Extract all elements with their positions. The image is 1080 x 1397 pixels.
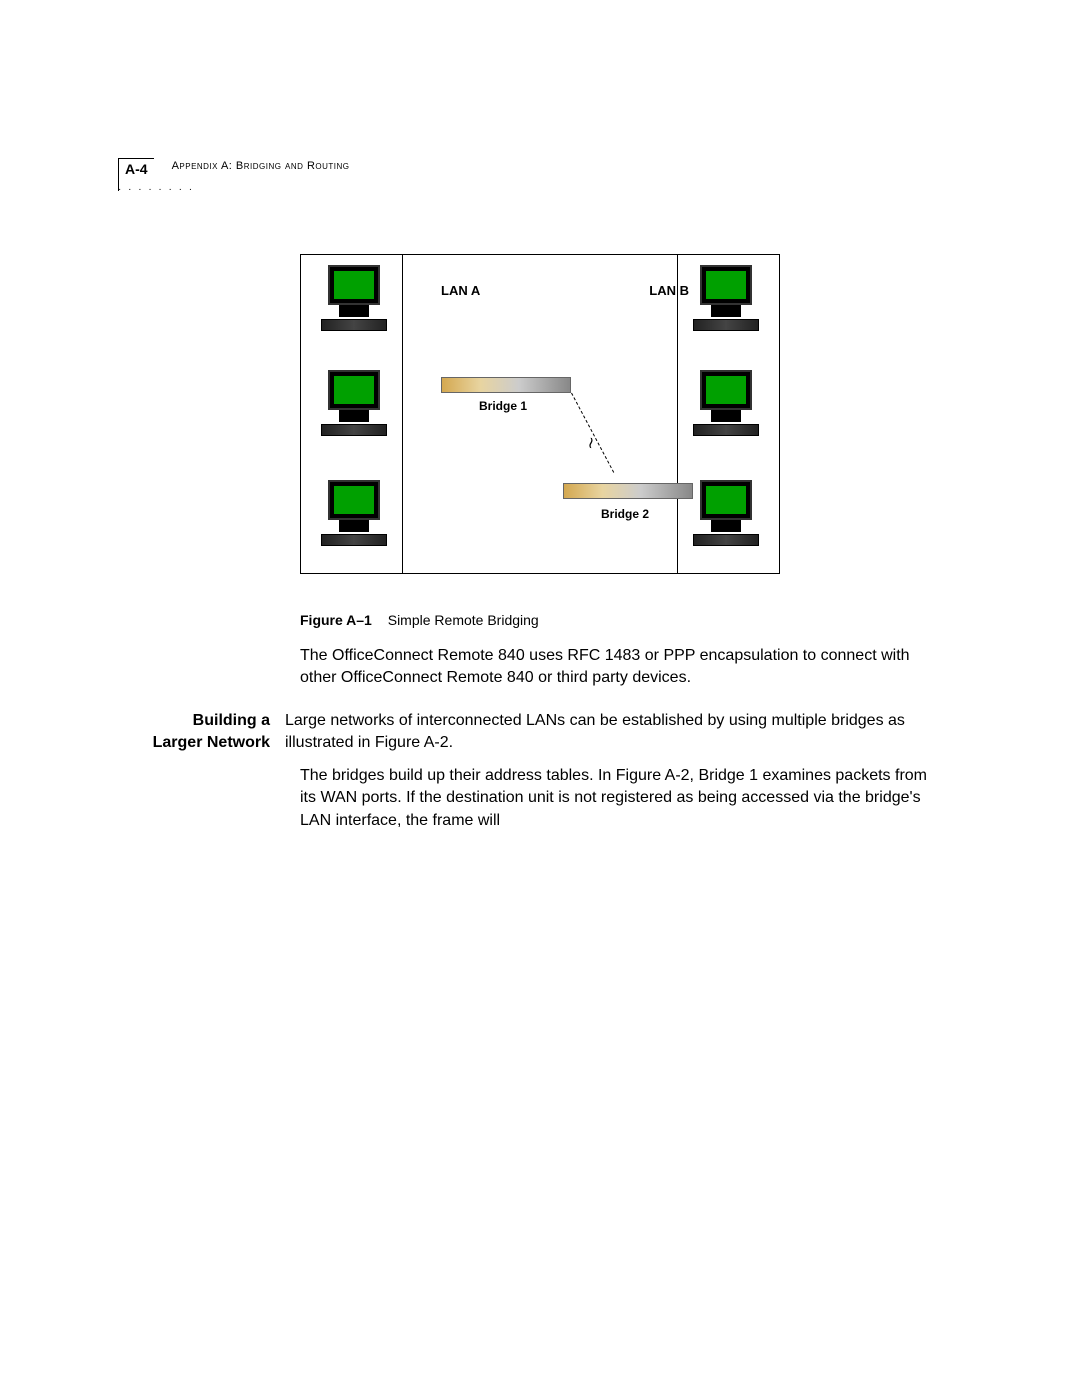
intro-paragraph: The OfficeConnect Remote 840 uses RFC 14… — [300, 645, 940, 690]
bridge-device-icon — [563, 483, 693, 499]
section-paragraph-2: The bridges build up their address table… — [300, 765, 940, 832]
figure-title: Simple Remote Bridging — [388, 612, 539, 628]
computer-icon — [691, 370, 761, 450]
running-head: Appendix A: Bridging and Routing — [172, 158, 350, 172]
computer-icon — [691, 265, 761, 345]
wan-break-icon: ≀ — [586, 433, 595, 454]
section-heading: Building a Larger Network — [145, 710, 285, 755]
computer-icon — [319, 265, 389, 345]
computer-icon — [319, 370, 389, 450]
lan-b-label: LAN B — [649, 283, 689, 298]
figure-number: Figure A–1 — [300, 612, 372, 628]
lan-a-label: LAN A — [441, 283, 480, 298]
bridge2-label: Bridge 2 — [601, 507, 649, 521]
bridge1-label: Bridge 1 — [479, 399, 527, 413]
computer-icon — [691, 480, 761, 560]
computer-icon — [319, 480, 389, 560]
header-dots-icon: · · · · · · · · — [118, 184, 194, 195]
figure-caption: Figure A–1 Simple Remote Bridging — [300, 612, 539, 628]
section-paragraph-1: Large networks of interconnected LANs ca… — [285, 710, 925, 755]
bridging-diagram: LAN A LAN B Bridge 1 Bridge 2 ≀ — [300, 254, 780, 574]
section-building-larger-network: Building a Larger Network Large networks… — [145, 710, 945, 755]
bridge-device-icon — [441, 377, 571, 393]
